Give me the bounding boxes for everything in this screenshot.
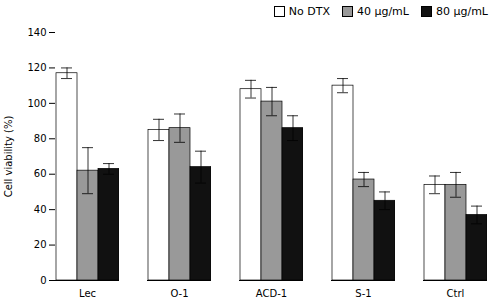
svg-text:O-1: O-1 xyxy=(170,288,188,299)
svg-text:Ctrl: Ctrl xyxy=(447,288,465,299)
svg-text:0: 0 xyxy=(40,275,46,286)
svg-text:140: 140 xyxy=(27,27,46,38)
svg-text:20: 20 xyxy=(34,239,47,250)
svg-text:S-1: S-1 xyxy=(355,288,371,299)
html-text:40 μg/mL: 40 μg/mL xyxy=(356,4,409,18)
svg-text:100: 100 xyxy=(27,98,46,109)
html-text:80 μg/mL: 80 μg/mL xyxy=(436,4,488,18)
svg-text:40: 40 xyxy=(34,204,47,215)
svg-text:80: 80 xyxy=(34,133,47,144)
svg-text:120: 120 xyxy=(27,62,46,73)
html-text:No DTX: No DTX xyxy=(288,4,330,18)
svg-text:ACD-1: ACD-1 xyxy=(256,288,287,299)
svg-text:Cell viability (%): Cell viability (%) xyxy=(3,116,14,198)
svg-text:60: 60 xyxy=(34,168,47,179)
svg-text:Lec: Lec xyxy=(79,288,96,299)
